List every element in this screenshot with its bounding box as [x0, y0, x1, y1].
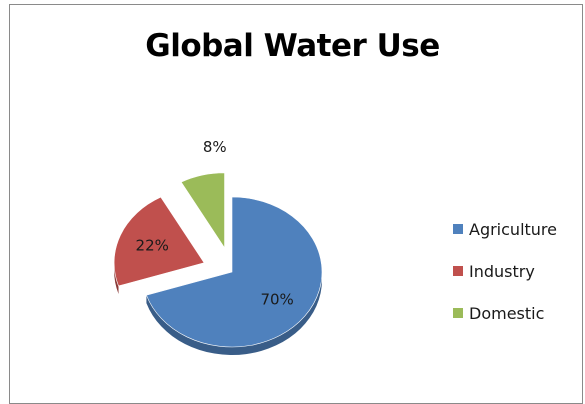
legend-item-domestic: Domestic — [453, 292, 557, 334]
pie-slice-industry — [113, 196, 205, 287]
pie-slice-agriculture — [146, 196, 323, 348]
legend-label-domestic: Domestic — [469, 303, 545, 323]
chart-title: Global Water Use — [145, 28, 440, 64]
pie-label-agriculture: 70% — [260, 290, 293, 308]
legend-swatch-domestic — [453, 308, 463, 318]
pie-slices — [113, 172, 323, 355]
legend-item-agriculture: Agriculture — [453, 208, 557, 250]
legend: Agriculture Industry Domestic — [453, 208, 557, 334]
legend-swatch-agriculture — [453, 224, 463, 234]
legend-label-industry: Industry — [469, 261, 535, 281]
legend-swatch-industry — [453, 266, 463, 276]
chart-frame — [9, 4, 583, 404]
pie-label-domestic: 8% — [203, 138, 227, 156]
legend-label-agriculture: Agriculture — [469, 219, 557, 239]
pie-label-industry: 22% — [136, 237, 169, 255]
pie-slice-domestic — [180, 172, 225, 249]
legend-item-industry: Industry — [453, 250, 557, 292]
pie-slice-side-industry — [114, 262, 119, 294]
pie-labels: 70% 22% 8% — [136, 138, 294, 308]
